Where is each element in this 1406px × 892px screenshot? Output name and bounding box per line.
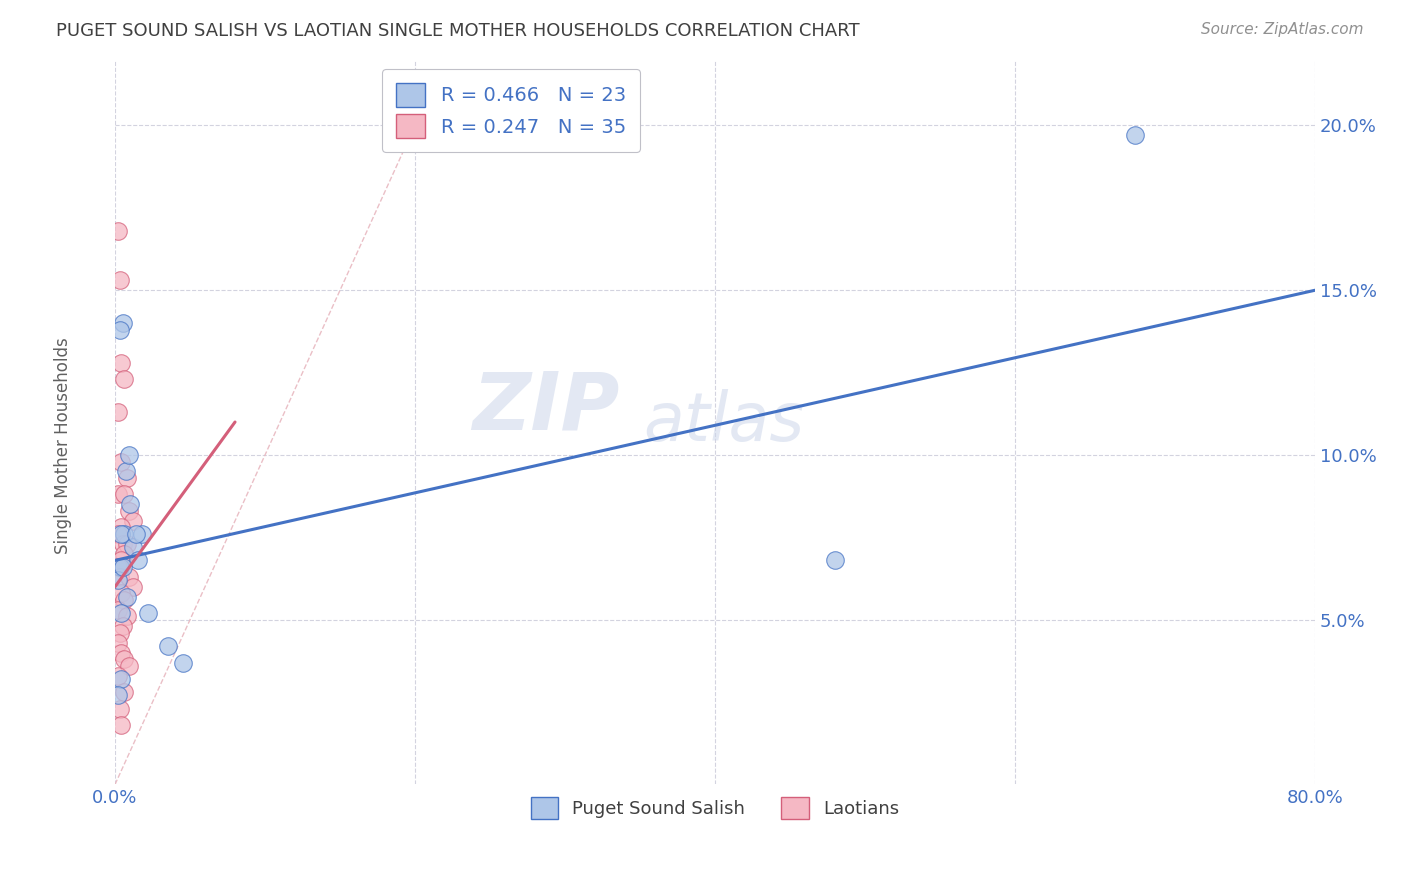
Text: PUGET SOUND SALISH VS LAOTIAN SINGLE MOTHER HOUSEHOLDS CORRELATION CHART: PUGET SOUND SALISH VS LAOTIAN SINGLE MOT… <box>56 22 860 40</box>
Point <box>110 672 132 686</box>
Point <box>112 593 135 607</box>
Legend: Puget Sound Salish, Laotians: Puget Sound Salish, Laotians <box>524 789 907 826</box>
Point <box>115 537 138 551</box>
Point <box>114 465 136 479</box>
Point <box>110 586 132 600</box>
Point <box>112 372 135 386</box>
Point <box>117 504 139 518</box>
Point <box>111 560 134 574</box>
Point <box>115 471 138 485</box>
Point <box>110 553 132 567</box>
Point <box>111 619 134 633</box>
Point <box>108 701 131 715</box>
Point <box>172 656 194 670</box>
Point <box>117 658 139 673</box>
Point <box>112 487 135 501</box>
Point <box>107 573 129 587</box>
Point <box>107 669 129 683</box>
Point <box>107 603 129 617</box>
Point <box>117 448 139 462</box>
Point <box>108 625 131 640</box>
Point <box>107 405 129 419</box>
Text: ZIP: ZIP <box>471 368 619 447</box>
Point <box>108 560 131 574</box>
Point <box>107 224 129 238</box>
Point <box>107 487 129 501</box>
Point <box>111 537 134 551</box>
Point <box>824 553 846 567</box>
Point <box>115 609 138 624</box>
Point <box>112 685 135 699</box>
Point <box>111 316 134 330</box>
Point <box>125 527 148 541</box>
Point <box>115 590 138 604</box>
Point <box>107 527 129 541</box>
Point <box>110 527 132 541</box>
Point <box>131 527 153 541</box>
Point <box>122 540 145 554</box>
Point <box>118 497 141 511</box>
Point <box>127 553 149 567</box>
Point <box>110 718 132 732</box>
Point <box>136 606 159 620</box>
Point <box>112 547 135 561</box>
Text: Source: ZipAtlas.com: Source: ZipAtlas.com <box>1201 22 1364 37</box>
Point <box>110 356 132 370</box>
Point <box>107 636 129 650</box>
Point <box>110 606 132 620</box>
Text: atlas: atlas <box>643 389 804 455</box>
Point <box>110 454 132 468</box>
Point <box>107 689 129 703</box>
Point <box>156 639 179 653</box>
Point <box>122 514 145 528</box>
Point <box>122 580 145 594</box>
Text: Single Mother Households: Single Mother Households <box>55 338 72 554</box>
Point <box>108 323 131 337</box>
Point <box>108 273 131 287</box>
Point <box>117 570 139 584</box>
Point <box>110 520 132 534</box>
Point <box>112 527 135 541</box>
Point <box>107 560 129 574</box>
Point <box>110 646 132 660</box>
Point <box>108 570 131 584</box>
Point <box>1123 128 1146 143</box>
Point <box>112 652 135 666</box>
